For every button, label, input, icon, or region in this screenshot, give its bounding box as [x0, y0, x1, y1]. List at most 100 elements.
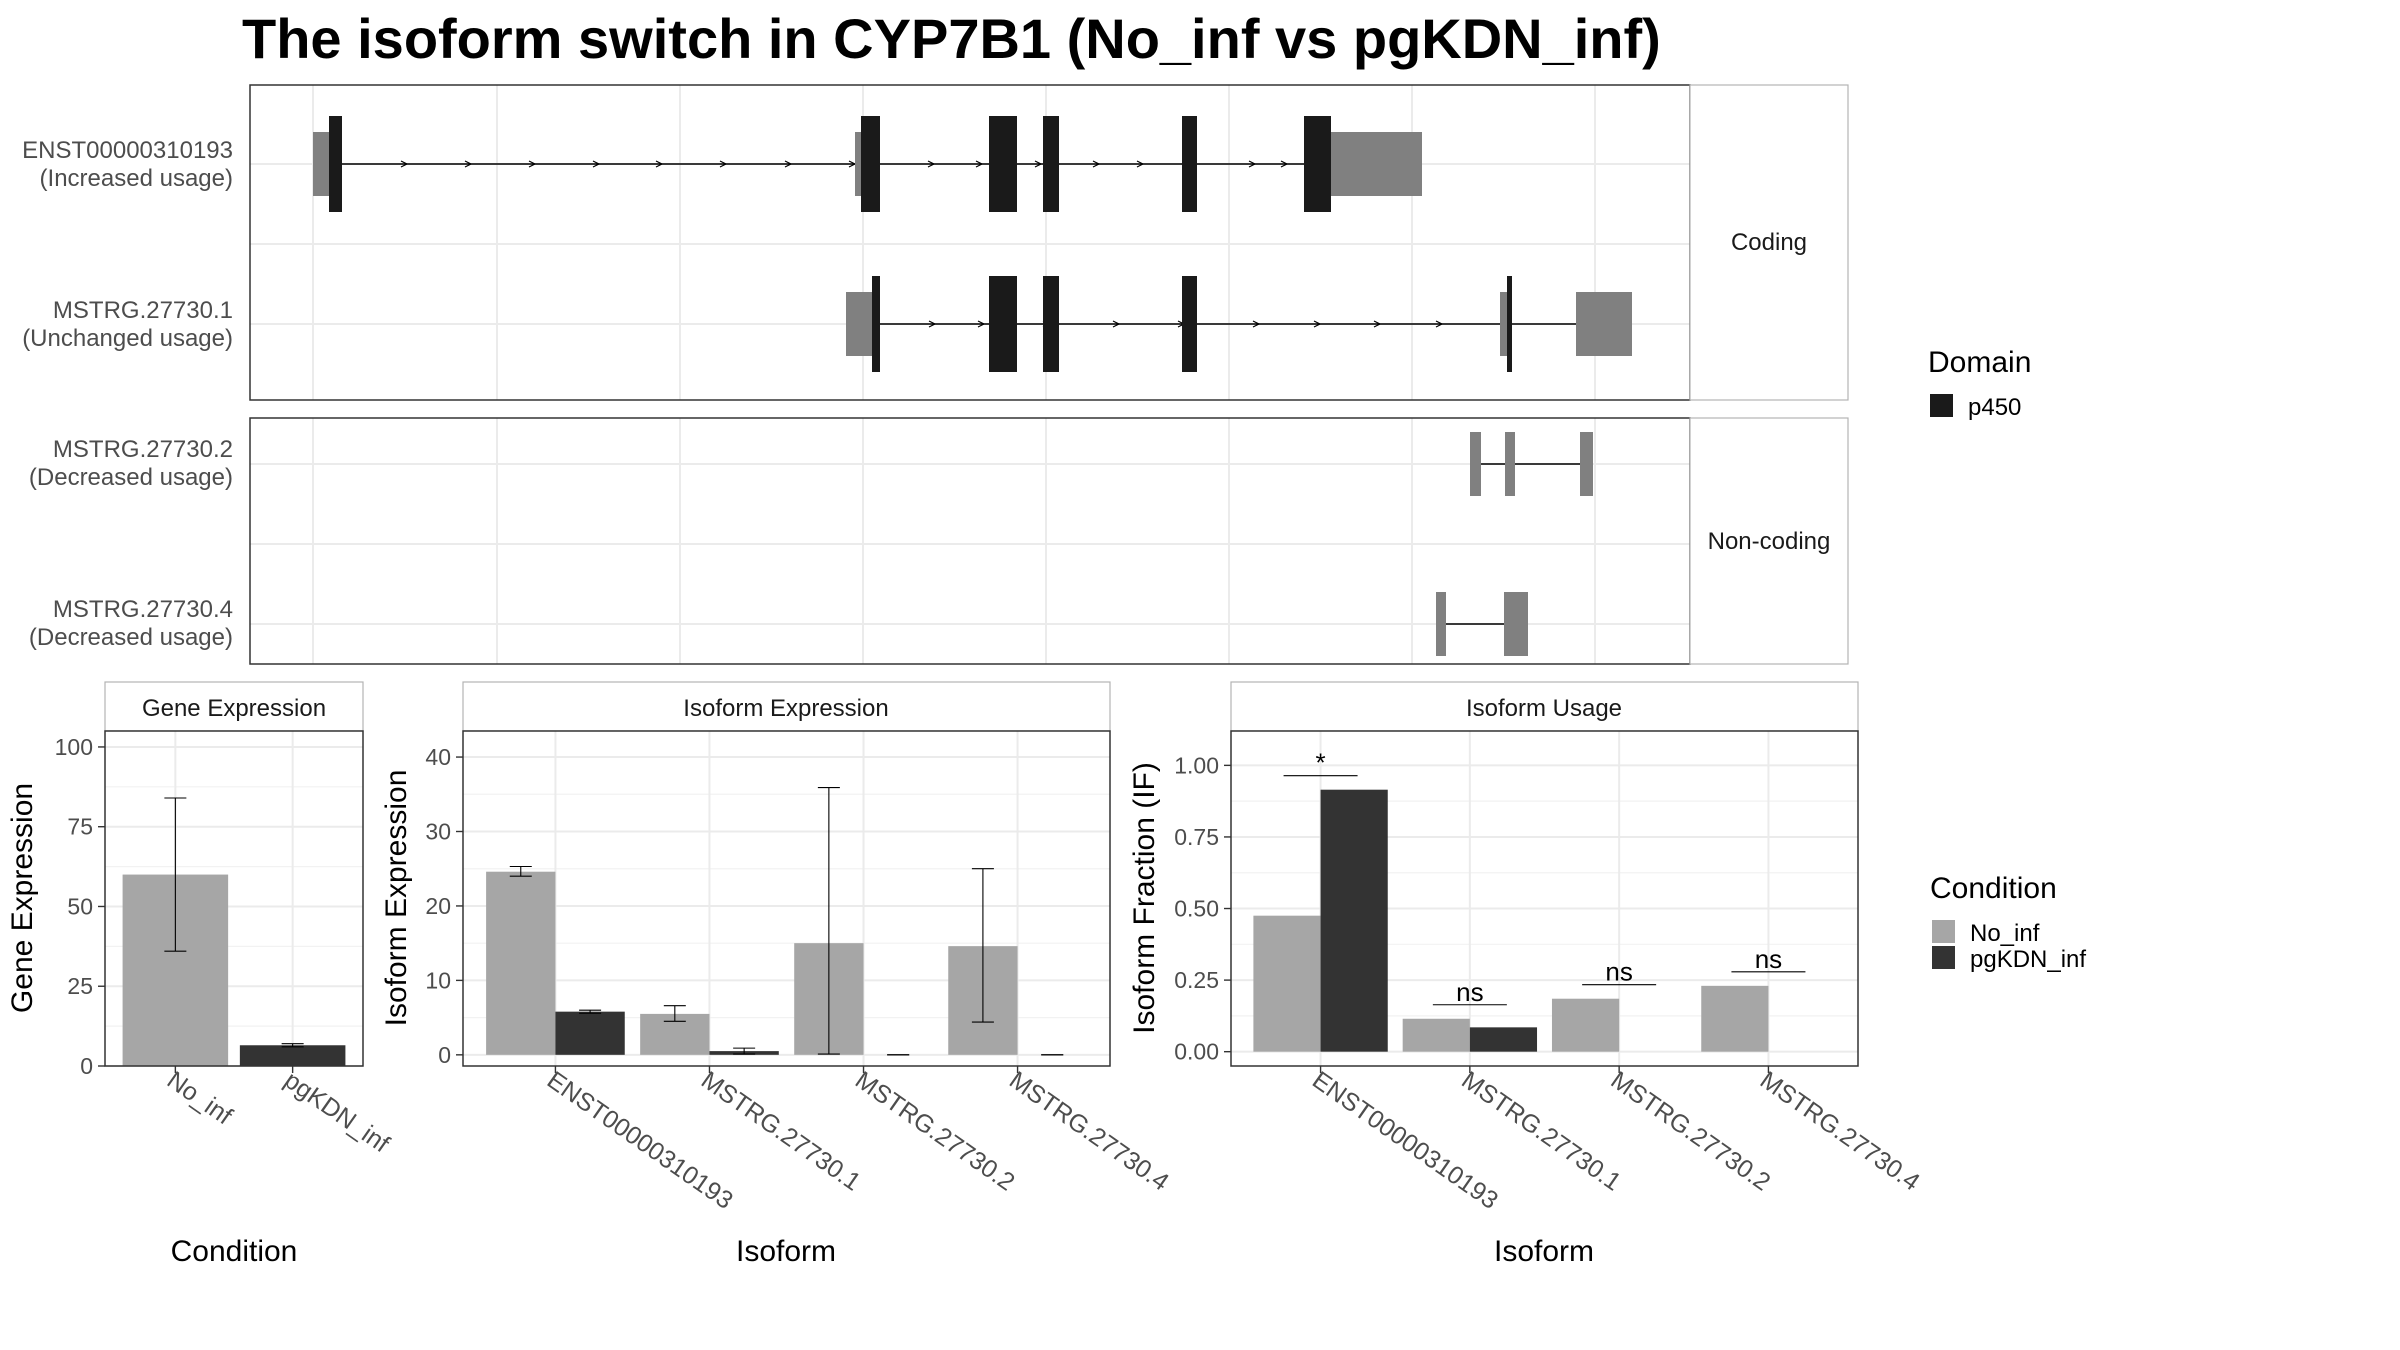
- enst00000310193-strand-arrow: [1280, 160, 1289, 168]
- y-tick-label: 30: [425, 819, 451, 845]
- bar-enst00000310193-pgkdn-inf: [555, 1011, 625, 1055]
- y-tick-label: 10: [425, 967, 451, 993]
- mstrg-27730-1-utr-exon: [1592, 292, 1632, 356]
- coding-facet-strip: [1689, 84, 1849, 401]
- enst00000310193-p450-domain-exon: [1043, 116, 1059, 212]
- bar-pgkdn-inf: [239, 1045, 346, 1066]
- condition-legend-label-pgkdn-inf: pgKDN_inf: [1970, 946, 2086, 973]
- noncoding-transcripts: [1436, 432, 1593, 656]
- figure-title: The isoform switch in CYP7B1 (No_inf vs …: [242, 7, 1661, 70]
- mstrg-27730-1-utr-exon: [1500, 292, 1507, 356]
- mstrg-27730-1-strand-arrow: [1313, 320, 1322, 328]
- mstrg-27730-1-p450-domain-exon: [1182, 276, 1197, 372]
- bar-mstrg-27730-1-no-inf: [1402, 1018, 1470, 1052]
- x-tick-label-pgkdn-inf: pgKDN_inf: [279, 1066, 394, 1158]
- mstrg-27730-1-strand-arrow: [1252, 320, 1261, 328]
- enst00000310193-strand-arrow: [927, 160, 936, 168]
- isoform-label-mstrg-27730-4: MSTRG.27730.4: [53, 596, 233, 623]
- enst00000310193-strand-arrow: [592, 160, 601, 168]
- isoform-expression-bars: [486, 787, 1064, 1056]
- enst00000310193-p450-domain-exon: [329, 116, 342, 212]
- coding-structure-panel: Coding: [249, 84, 1849, 401]
- structure-y-labels: ENST00000310193 (Increased usage) MSTRG.…: [22, 137, 233, 651]
- enst00000310193-strand-arrow: [464, 160, 473, 168]
- enst00000310193-p450-domain-exon: [861, 116, 880, 212]
- y-tick-label: 0: [438, 1042, 451, 1068]
- x-tick-label-mstrg-27730-4: MSTRG.27730.4: [1004, 1066, 1174, 1197]
- noncoding-structure-panel: Non-coding: [249, 417, 1849, 665]
- isoform-label-enst00000310193: ENST00000310193: [22, 137, 233, 164]
- enst00000310193-strand-arrow: [528, 160, 537, 168]
- mstrg-27730-1-p450-domain-exon: [1507, 276, 1512, 372]
- condition-legend: Condition No_inf pgKDN_inf: [1930, 872, 2086, 973]
- x-tick-label-mstrg-27730-2: MSTRG.27730.2: [850, 1066, 1020, 1197]
- x-tick-label-mstrg-27730-2: MSTRG.27730.2: [1606, 1066, 1776, 1197]
- isoform-usage-mstrg-27730-2: (Decreased usage): [29, 464, 233, 491]
- bar-enst00000310193-pgkdn-inf: [1320, 789, 1388, 1052]
- isoform-expression-panel: Isoform Expression 010203040ENST00000310…: [380, 681, 1174, 1268]
- mstrg-27730-2-utr-exon: [1470, 432, 1481, 496]
- mstrg-27730-2-utr-exon: [1505, 432, 1515, 496]
- enst00000310193-utr-exon: [313, 132, 330, 196]
- significance-label: ns: [1605, 957, 1632, 987]
- significance-label: ns: [1456, 977, 1483, 1007]
- coding-panel-background: [250, 85, 1690, 400]
- bar-mstrg-27730-2-no-inf: [1551, 998, 1620, 1052]
- enst00000310193-strand-arrow: [975, 160, 984, 168]
- y-tick-label: 75: [67, 814, 93, 840]
- isoform-usage-bars: * ns ns ns: [1253, 748, 1806, 1052]
- mstrg-27730-1-strand-arrow: [1435, 320, 1444, 328]
- bar-mstrg-27730-4-no-inf: [1701, 985, 1769, 1052]
- isoform-label-mstrg-27730-1: MSTRG.27730.1: [53, 297, 233, 324]
- mstrg-27730-1-p450-domain-exon: [989, 276, 1017, 372]
- enst00000310193-p450-domain-exon: [989, 116, 1017, 212]
- gene-expression-y-title: Gene Expression: [6, 783, 39, 1013]
- noncoding-facet-strip: [1689, 417, 1849, 665]
- isoform-usage-x-title: Isoform: [1494, 1235, 1594, 1268]
- domain-legend-label-p450: p450: [1968, 394, 2021, 421]
- y-tick-label: 0.00: [1174, 1039, 1219, 1065]
- isoform-usage-mstrg-27730-4: (Decreased usage): [29, 624, 233, 651]
- enst00000310193-p450-domain-exon: [1182, 116, 1197, 212]
- x-tick-label-no-inf: No_inf: [162, 1066, 237, 1130]
- domain-legend-title: Domain: [1928, 346, 2031, 379]
- coding-facet-label: Coding: [1731, 229, 1807, 256]
- enst00000310193-strand-arrow: [784, 160, 793, 168]
- domain-legend: Domain p450: [1928, 346, 2031, 421]
- gene-expression-x-title: Condition: [171, 1235, 298, 1268]
- y-tick-label: 20: [425, 893, 451, 919]
- mstrg-27730-1-strand-arrow: [1112, 320, 1121, 328]
- y-tick-label: 100: [55, 734, 93, 760]
- condition-legend-swatch-pgkdn-inf: [1932, 946, 1955, 969]
- gene-expression-strip-label: Gene Expression: [142, 695, 326, 722]
- gene-expression-plot-border: [104, 730, 364, 1067]
- mstrg-27730-1-utr-exon: [846, 292, 874, 356]
- mstrg-27730-2-utr-exon: [1580, 432, 1593, 496]
- noncoding-facet-label: Non-coding: [1708, 528, 1831, 555]
- domain-legend-swatch-p450: [1930, 394, 1953, 417]
- gene-expression-bars: [122, 797, 346, 1066]
- enst00000310193-strand-arrow: [400, 160, 409, 168]
- condition-legend-title: Condition: [1930, 872, 2057, 905]
- isoform-usage-panel: Isoform Usage * ns ns ns 0.00 0.25 0.50 0.75 1.…: [1128, 681, 1925, 1268]
- isoform-usage-mstrg-27730-1: (Unchanged usage): [22, 325, 233, 352]
- gene-expression-strip: [104, 681, 364, 732]
- y-tick-label: 0.25: [1174, 967, 1219, 993]
- condition-legend-swatch-no-inf: [1932, 920, 1955, 943]
- isoform-usage-plot-border: [1230, 730, 1859, 1067]
- coding-transcripts: [313, 116, 1632, 372]
- mstrg-27730-1-strand-arrow: [928, 320, 937, 328]
- isoform-expression-x-title: Isoform: [736, 1235, 836, 1268]
- x-tick-label-mstrg-27730-1: MSTRG.27730.1: [696, 1066, 866, 1197]
- mstrg-27730-4-utr-exon: [1504, 592, 1528, 656]
- y-tick-label: 0.75: [1174, 824, 1219, 850]
- gene-expression-panel: Gene Expression 0 25 50 75 100 No_inf pgKDN_in…: [6, 681, 394, 1268]
- enst00000310193-strand-arrow: [1248, 160, 1257, 168]
- bar-enst00000310193-no-inf: [1253, 915, 1321, 1052]
- y-tick-label: 40: [425, 744, 451, 770]
- isoform-expression-plot-border: [462, 730, 1111, 1067]
- enst00000310193-strand-arrow: [1034, 160, 1043, 168]
- bar-enst00000310193-no-inf: [486, 871, 556, 1055]
- mstrg-27730-1-p450-domain-exon: [1043, 276, 1059, 372]
